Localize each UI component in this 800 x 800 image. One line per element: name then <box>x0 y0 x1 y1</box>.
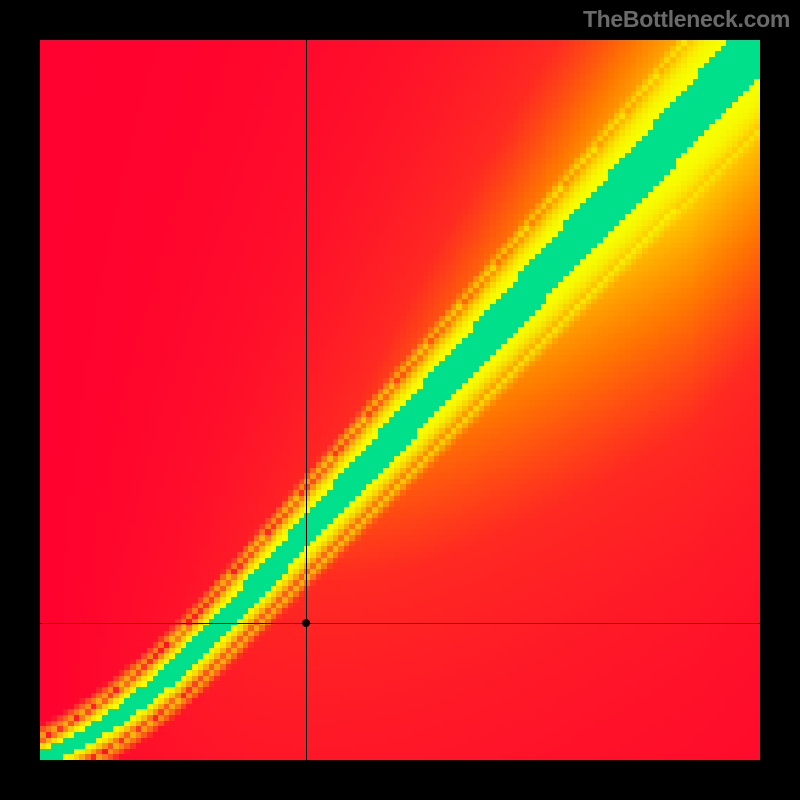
chart-frame: TheBottleneck.com <box>0 0 800 800</box>
heatmap-canvas <box>40 40 760 760</box>
plot-area <box>40 40 760 760</box>
data-point-marker <box>302 619 310 627</box>
crosshair-horizontal <box>40 623 760 624</box>
crosshair-vertical <box>306 40 307 760</box>
attribution-text: TheBottleneck.com <box>583 6 790 33</box>
